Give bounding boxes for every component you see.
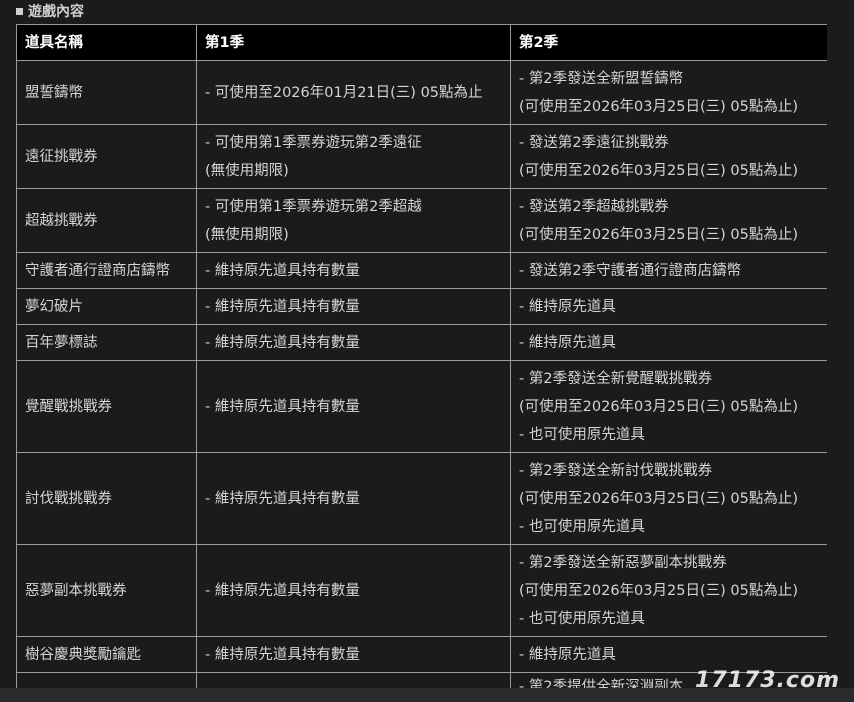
cell-text-line: (無使用期限) <box>205 162 289 179</box>
cell-text-line: - 維持原先道具持有數量 <box>205 582 360 599</box>
season-1-cell <box>196 672 511 688</box>
items-table-container: 道具名稱 第1季 第2季 盟誓鑄幣 - 可使用至2026年01月21日(三) 05… <box>16 24 827 688</box>
watermark-logo: 17173.com <box>695 668 840 693</box>
table-row: 超越挑戰券 - 可使用第1季票券遊玩第2季超越 (無使用期限) - 發送第2季超越挑戰… <box>16 188 827 253</box>
table-row: 遠征挑戰券 - 可使用第1季票券遊玩第2季遠征 (無使用期限) - 發送第2季遠征挑戰… <box>16 124 827 189</box>
season-1-cell: - 維持原先道具持有數量 <box>196 452 511 545</box>
season-1-cell: - 可使用第1季票券遊玩第2季超越 (無使用期限) <box>196 188 511 253</box>
table-row: 討伐戰挑戰券 - 維持原先道具持有數量 - 第2季發送全新討伐戰挑戰券 (可使用至20… <box>16 452 827 545</box>
column-header-season-2: 第2季 <box>510 24 827 61</box>
season-1-cell: - 可使用第1季票券遊玩第2季遠征 (無使用期限) <box>196 124 511 189</box>
column-header-item-name: 道具名稱 <box>16 24 197 61</box>
season-1-cell: - 維持原先道具持有數量 <box>196 288 511 325</box>
season-1-cell: - 可使用至2026年01月21日(三) 05點為止 <box>196 60 511 125</box>
column-header-season-1: 第1季 <box>196 24 511 61</box>
season-1-cell: - 維持原先道具持有數量 <box>196 324 511 361</box>
section-title: 遊戲內容 <box>16 1 84 21</box>
item-name-cell: 覺醒戰挑戰券 <box>16 360 197 453</box>
table-row: 百年夢標誌 - 維持原先道具持有數量 - 維持原先道具 <box>16 324 827 361</box>
cell-text-line: - 也可使用原先道具 <box>519 518 645 535</box>
season-1-cell: - 維持原先道具持有數量 <box>196 252 511 289</box>
season-2-cell: - 第2季提供全新深淵副本 <box>510 672 827 688</box>
cell-text-line: (可使用至2026年03月25日(三) 05點為止) <box>519 162 798 179</box>
square-bullet-icon <box>16 7 23 15</box>
season-2-cell: - 維持原先道具 <box>510 288 827 325</box>
section-title-text: 遊戲內容 <box>28 4 84 20</box>
cell-text-line: - 發送第2季遠征挑戰券 <box>519 134 669 151</box>
cell-text-line: (可使用至2026年03月25日(三) 05點為止) <box>519 98 798 115</box>
cell-text-line: - 第2季發送全新惡夢副本挑戰券 <box>519 554 727 571</box>
cell-text-line: - 發送第2季超越挑戰券 <box>519 198 669 215</box>
item-name-cell: 夢幻破片 <box>16 288 197 325</box>
season-2-cell: - 第2季發送全新討伐戰挑戰券 (可使用至2026年03月25日(三) 05點為止… <box>510 452 827 545</box>
cell-text-line: - 第2季發送全新討伐戰挑戰券 <box>519 462 713 479</box>
cell-text-line: (可使用至2026年03月25日(三) 05點為止) <box>519 398 798 415</box>
cell-text-line: - 可使用至2026年01月21日(三) 05點為止 <box>205 84 483 101</box>
cell-text-line: - 可使用第1季票券遊玩第2季超越 <box>205 198 422 215</box>
cell-text-line: - 維持原先道具持有數量 <box>205 298 360 315</box>
item-name-cell: 百年夢標誌 <box>16 324 197 361</box>
cell-text-line: - 維持原先道具持有數量 <box>205 334 360 351</box>
season-2-cell: - 第2季發送全新惡夢副本挑戰券 (可使用至2026年03月25日(三) 05點為… <box>510 544 827 637</box>
cell-text-line: - 維持原先道具持有數量 <box>205 398 360 415</box>
table-row: 盟誓鑄幣 - 可使用至2026年01月21日(三) 05點為止 - 第2季發送全新盟… <box>16 60 827 125</box>
table-row: 夢幻破片 - 維持原先道具持有數量 - 維持原先道具 <box>16 288 827 325</box>
table-row: - 第2季提供全新深淵副本 <box>16 672 827 688</box>
item-name-cell: 超越挑戰券 <box>16 188 197 253</box>
cell-text-line: (可使用至2026年03月25日(三) 05點為止) <box>519 226 798 243</box>
cell-text-line: (無使用期限) <box>205 226 289 243</box>
table-row: 惡夢副本挑戰券 - 維持原先道具持有數量 - 第2季發送全新惡夢副本挑戰券 (可使用至… <box>16 544 827 637</box>
season-2-cell: - 第2季發送全新覺醒戰挑戰券 (可使用至2026年03月25日(三) 05點為止… <box>510 360 827 453</box>
season-2-cell: - 第2季發送全新盟誓鑄幣 (可使用至2026年03月25日(三) 05點為止) <box>510 60 827 125</box>
bottom-bar <box>0 688 854 702</box>
cell-text-line: (可使用至2026年03月25日(三) 05點為止) <box>519 490 798 507</box>
item-name-cell: 遠征挑戰券 <box>16 124 197 189</box>
cell-text-line: - 也可使用原先道具 <box>519 426 645 443</box>
cell-text-line: - 也可使用原先道具 <box>519 610 645 627</box>
cell-text-line: - 維持原先道具持有數量 <box>205 490 360 507</box>
cell-text-line: - 可使用第1季票券遊玩第2季遠征 <box>205 134 422 151</box>
item-name-cell: 惡夢副本挑戰券 <box>16 544 197 637</box>
cell-text-line: - 維持原先道具 <box>519 646 616 663</box>
cell-text-line: - 第2季發送全新覺醒戰挑戰券 <box>519 370 713 387</box>
items-table: 道具名稱 第1季 第2季 盟誓鑄幣 - 可使用至2026年01月21日(三) 05… <box>16 24 827 688</box>
season-2-cell: - 維持原先道具 <box>510 324 827 361</box>
season-2-cell: - 發送第2季超越挑戰券 (可使用至2026年03月25日(三) 05點為止) <box>510 188 827 253</box>
table-row: 覺醒戰挑戰券 - 維持原先道具持有數量 - 第2季發送全新覺醒戰挑戰券 (可使用至20… <box>16 360 827 453</box>
cell-text-line: - 維持原先道具 <box>519 334 616 351</box>
item-name-cell: 盟誓鑄幣 <box>16 60 197 125</box>
cell-text-line: - 發送第2季守護者通行證商店鑄幣 <box>519 262 742 279</box>
item-name-cell: 守護者通行證商店鑄幣 <box>16 252 197 289</box>
cell-text-line: - 維持原先道具持有數量 <box>205 262 360 279</box>
season-2-cell: - 發送第2季遠征挑戰券 (可使用至2026年03月25日(三) 05點為止) <box>510 124 827 189</box>
cell-text-line: - 第2季發送全新盟誓鑄幣 <box>519 70 684 87</box>
table-row: 樹谷慶典獎勵鑰匙 - 維持原先道具持有數量 - 維持原先道具 <box>16 636 827 673</box>
season-2-cell: - 發送第2季守護者通行證商店鑄幣 <box>510 252 827 289</box>
cell-text-line: - 第2季提供全新深淵副本 <box>519 679 684 688</box>
season-1-cell: - 維持原先道具持有數量 <box>196 544 511 637</box>
season-1-cell: - 維持原先道具持有數量 <box>196 360 511 453</box>
item-name-cell <box>16 672 197 688</box>
item-name-cell: 樹谷慶典獎勵鑰匙 <box>16 636 197 673</box>
table-header-row: 道具名稱 第1季 第2季 <box>16 24 827 61</box>
season-1-cell: - 維持原先道具持有數量 <box>196 636 511 673</box>
table-row: 守護者通行證商店鑄幣 - 維持原先道具持有數量 - 發送第2季守護者通行證商店鑄幣 <box>16 252 827 289</box>
cell-text-line: (可使用至2026年03月25日(三) 05點為止) <box>519 582 798 599</box>
cell-text-line: - 維持原先道具持有數量 <box>205 646 360 663</box>
item-name-cell: 討伐戰挑戰券 <box>16 452 197 545</box>
cell-text-line: - 維持原先道具 <box>519 298 616 315</box>
